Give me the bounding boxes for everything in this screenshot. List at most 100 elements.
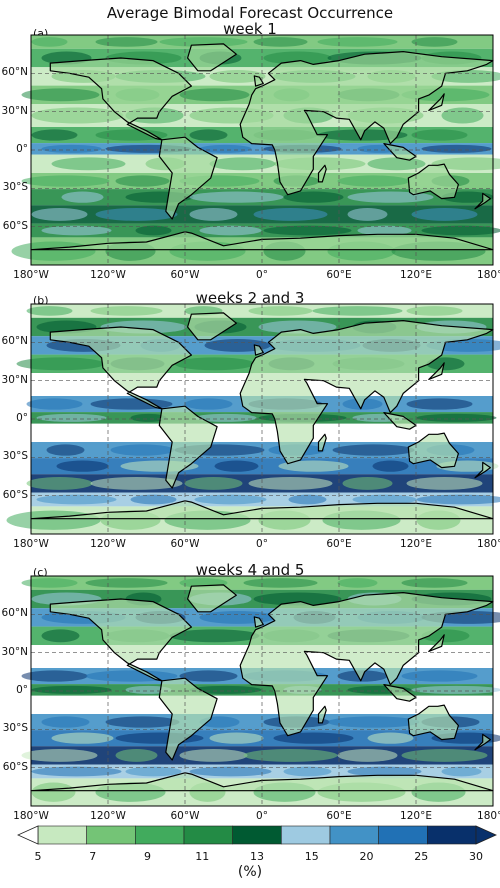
- colorbar-segment: [86, 825, 136, 845]
- occurrence-patch: [105, 716, 180, 728]
- occurrence-patch: [189, 129, 228, 141]
- occurrence-patch: [41, 144, 102, 153]
- lon-tick-label: 0°: [256, 269, 268, 281]
- occurrence-patch: [352, 494, 417, 505]
- map-panel-b: [6, 303, 500, 535]
- colorbar-segment: [183, 825, 233, 845]
- lon-tick-label: 120°W: [90, 269, 126, 281]
- lon-tick-label: 60°E: [326, 269, 352, 281]
- occurrence-patch: [31, 37, 68, 47]
- colorbar-segment: [329, 825, 379, 845]
- colorbar-tick-label: 15: [304, 850, 319, 863]
- lon-tick-label: 120°W: [90, 810, 126, 822]
- lon-tick-label: 60°W: [170, 538, 200, 550]
- map-frame: [30, 575, 494, 807]
- lat-tick-label: 0°: [16, 412, 28, 424]
- map-panel-a: [11, 34, 500, 266]
- occurrence-patch: [199, 225, 262, 236]
- occurrence-patch: [401, 670, 478, 682]
- new-zealand-coastline: [474, 461, 491, 479]
- occurrence-patch: [209, 157, 276, 171]
- occurrence-patch: [441, 766, 482, 777]
- japan-coastline: [428, 634, 445, 653]
- lon-tick-label: 120°W: [90, 538, 126, 550]
- colorbar-tick-label: 13: [250, 850, 264, 863]
- occurrence-patch: [31, 782, 76, 802]
- lon-tick-label: 120°E: [400, 269, 432, 281]
- occurrence-patch: [431, 157, 500, 171]
- occurrence-patch: [36, 413, 107, 422]
- south-america-coastline: [158, 677, 218, 761]
- occurrence-patch: [258, 320, 337, 334]
- occurrence-patch: [115, 175, 170, 187]
- occurrence-patch: [51, 732, 114, 744]
- madagascar-coastline: [317, 433, 327, 452]
- lon-tick-label: 180°W: [13, 810, 49, 822]
- colorbar-unit-label: (%): [237, 864, 263, 880]
- occurrence-patch: [347, 766, 422, 777]
- occurrence-patch: [406, 398, 473, 410]
- lat-tick-label: 60°N: [1, 607, 28, 620]
- occurrence-patch: [248, 476, 333, 490]
- occurrence-patch: [189, 191, 284, 203]
- occurrence-patch: [26, 398, 83, 410]
- occurrence-patch: [372, 460, 409, 472]
- occurrence-patch: [263, 225, 352, 236]
- occurrence-patch: [263, 51, 332, 65]
- occurrence-patch: [26, 306, 73, 316]
- occurrence-patch: [416, 494, 500, 505]
- occurrence-patch: [31, 685, 112, 694]
- colorbar-tick-label: 7: [89, 850, 97, 863]
- occurrence-patch: [174, 357, 255, 371]
- australia-coastline: [407, 163, 459, 200]
- occurrence-patch: [367, 732, 414, 744]
- colorbar-segment: [281, 825, 331, 845]
- figure-title: Average Bimodal Forecast Occurrence: [106, 4, 394, 22]
- lat-tick-label: 60°N: [1, 66, 28, 79]
- occurrence-patch: [21, 670, 88, 682]
- colorbar-segment: [427, 825, 477, 845]
- occurrence-patch: [347, 207, 388, 221]
- uk-coastline: [253, 75, 264, 87]
- occurrence-patch: [51, 157, 126, 171]
- occurrence-patch: [317, 37, 398, 47]
- lon-tick-label: 120°E: [400, 538, 432, 550]
- south-america-coastline: [158, 136, 218, 220]
- greenland-coastline: [187, 584, 237, 613]
- japan-coastline: [428, 362, 445, 380]
- lon-tick-label: 60°W: [170, 810, 200, 822]
- panel-a-subtitle: week 1: [223, 20, 277, 38]
- colorbar-segment: [37, 825, 87, 845]
- lon-tick-label: 180°E: [477, 269, 500, 281]
- lon-tick-label: 60°E: [326, 810, 352, 822]
- lon-tick-label: 180°W: [13, 538, 49, 550]
- lon-tick-label: 0°: [256, 538, 268, 550]
- occurrence-patch: [56, 460, 109, 472]
- madagascar-coastline: [317, 705, 327, 724]
- occurrence-patch: [179, 670, 238, 682]
- japan-coastline: [428, 93, 445, 112]
- occurrence-patch: [253, 37, 308, 47]
- occurrence-patch: [189, 685, 262, 694]
- lon-tick-label: 60°E: [326, 538, 352, 550]
- occurrence-patch: [283, 766, 332, 777]
- south-america-coastline: [158, 405, 218, 489]
- north-america-coastline: [49, 598, 192, 682]
- occurrence-patch: [273, 732, 354, 744]
- occurrence-patch: [337, 748, 398, 762]
- occurrence-patch: [179, 88, 250, 102]
- occurrence-patch: [135, 225, 172, 236]
- colorbar-tick-label: 9: [144, 850, 151, 863]
- lon-tick-label: 180°E: [477, 810, 500, 822]
- occurrence-patch: [61, 191, 104, 203]
- occurrence-patch: [11, 241, 96, 261]
- lon-tick-label: 120°E: [400, 810, 432, 822]
- new-zealand-coastline: [474, 733, 491, 751]
- occurrence-patch: [337, 578, 378, 588]
- australia-coastline: [407, 704, 459, 741]
- occurrence-patch: [189, 766, 272, 777]
- occurrence-patch: [90, 398, 173, 410]
- occurrence-patch: [401, 748, 488, 762]
- uk-coastline: [253, 344, 264, 356]
